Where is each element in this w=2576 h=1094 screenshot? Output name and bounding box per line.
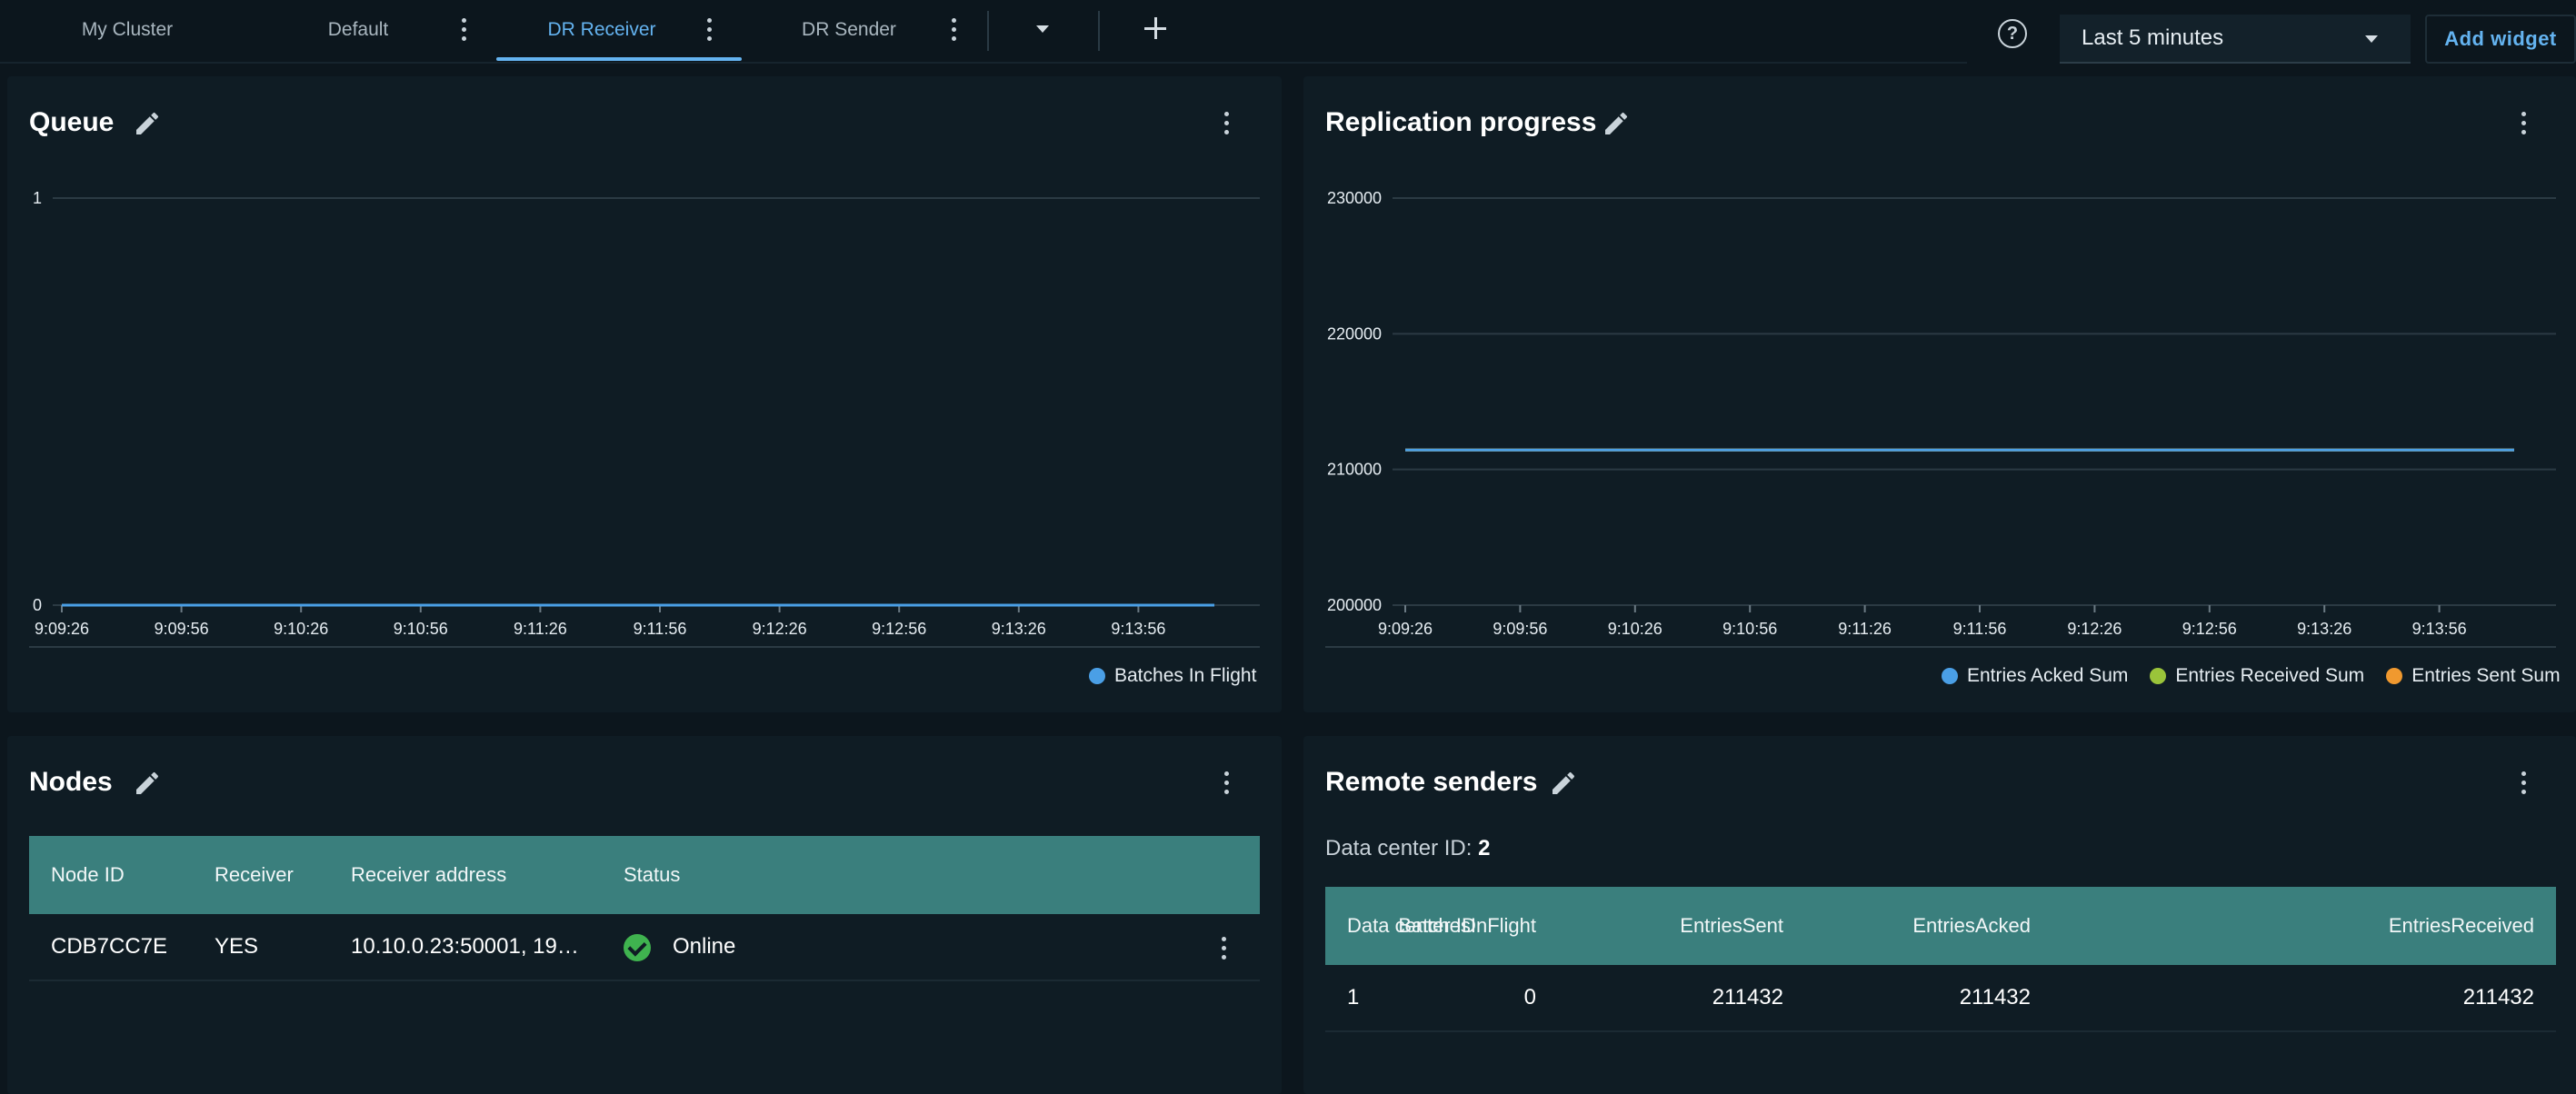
cell-entries-acked: 211432 bbox=[1959, 985, 2031, 1009]
legend-label-batches: Batches In Flight bbox=[1114, 665, 1257, 686]
tabs-overflow-dropdown-icon[interactable] bbox=[1036, 25, 1049, 33]
row-menu-icon[interactable] bbox=[1213, 932, 1234, 963]
chevron-down-icon bbox=[2365, 35, 2378, 43]
cell-data-center-id: 1 bbox=[1347, 985, 1360, 1009]
replication-title: Replication progress bbox=[1325, 107, 1597, 137]
time-range-value: Last 5 minutes bbox=[2082, 25, 2224, 50]
data-center-id-label: Data center ID: bbox=[1325, 836, 1473, 860]
legend-label-sent: Entries Sent Sum bbox=[2411, 665, 2561, 686]
replication-panel-menu-icon[interactable] bbox=[2512, 107, 2534, 138]
nodes-panel bbox=[7, 736, 1282, 1094]
legend-dot-received bbox=[2150, 668, 2167, 684]
cell-batches-in-flight: 0 bbox=[1523, 985, 1536, 1009]
tab-separator bbox=[987, 11, 989, 51]
col-entries-acked[interactable]: EntriesAcked bbox=[1912, 914, 2031, 937]
queue-panel bbox=[7, 76, 1282, 712]
col-receiver[interactable]: Receiver bbox=[215, 863, 294, 886]
cell-receiver: YES bbox=[215, 934, 259, 959]
col-node-id[interactable]: Node ID bbox=[51, 863, 125, 886]
top-bar: My Cluster Default DR Receiver DR Sender… bbox=[0, 0, 2576, 64]
queue-legend: Batches In Flight bbox=[1089, 665, 1256, 687]
nodes-panel-menu-icon[interactable] bbox=[1215, 767, 1237, 798]
edit-pencil-icon[interactable] bbox=[133, 109, 162, 138]
col-batches-in-flight[interactable]: BatchesInFlight bbox=[1398, 914, 1536, 937]
tab-default[interactable]: Default bbox=[327, 19, 389, 40]
remote-senders-title: Remote senders bbox=[1325, 767, 1538, 797]
nodes-title: Nodes bbox=[29, 767, 113, 797]
tab-dr-receiver[interactable]: DR Receiver bbox=[547, 19, 656, 40]
legend-item-acked: Entries Acked Sum bbox=[1942, 665, 2128, 687]
col-status[interactable]: Status bbox=[624, 863, 681, 886]
queue-panel-menu-icon[interactable] bbox=[1215, 107, 1237, 138]
cell-status: Online bbox=[673, 934, 736, 959]
table-row[interactable]: CDB7CC7E YES 10.10.0.23:50001, 19… Onlin… bbox=[29, 914, 1260, 981]
legend-dot-acked bbox=[1942, 668, 1958, 684]
active-tab-indicator bbox=[496, 57, 742, 61]
edit-pencil-icon[interactable] bbox=[1602, 109, 1631, 138]
time-range-select[interactable]: Last 5 minutes bbox=[2060, 15, 2411, 64]
legend-item-received: Entries Received Sum bbox=[2150, 665, 2364, 687]
data-center-id-value: 2 bbox=[1478, 836, 1491, 860]
tab-my-cluster[interactable]: My Cluster bbox=[81, 19, 174, 40]
cell-entries-sent: 211432 bbox=[1712, 985, 1783, 1009]
nodes-table-header: Node ID Receiver Receiver address Status bbox=[29, 836, 1260, 914]
col-entries-received[interactable]: EntriesReceived bbox=[2388, 914, 2534, 937]
remote-senders-table-header: Data center ID BatchesInFlight EntriesSe… bbox=[1325, 887, 2556, 965]
add-dashboard-plus-icon[interactable] bbox=[1143, 16, 1167, 40]
tab-dr-sender[interactable]: DR Sender bbox=[802, 19, 896, 40]
col-entries-sent[interactable]: EntriesSent bbox=[1680, 914, 1783, 937]
help-icon[interactable]: ? bbox=[1998, 19, 2027, 48]
cell-receiver-address: 10.10.0.23:50001, 19… bbox=[351, 934, 579, 959]
table-row[interactable]: 1 0 211432 211432 211432 bbox=[1325, 965, 2556, 1032]
legend-label-acked: Entries Acked Sum bbox=[1967, 665, 2129, 686]
data-center-id-line: Data center ID: 2 bbox=[1325, 836, 1490, 861]
tab-dr-sender-menu-icon[interactable] bbox=[943, 14, 964, 45]
edit-pencil-icon[interactable] bbox=[1549, 769, 1578, 798]
replication-panel bbox=[1303, 76, 2576, 712]
remote-senders-panel-menu-icon[interactable] bbox=[2512, 767, 2534, 798]
check-circle-icon bbox=[624, 934, 651, 961]
legend-dot-sent bbox=[2386, 668, 2403, 684]
cell-entries-received: 211432 bbox=[2462, 985, 2534, 1009]
edit-pencil-icon[interactable] bbox=[133, 769, 162, 798]
legend-item-sent: Entries Sent Sum bbox=[2386, 665, 2561, 687]
tab-default-menu-icon[interactable] bbox=[453, 14, 474, 45]
cell-node-id: CDB7CC7E bbox=[51, 934, 168, 959]
col-data-center-id[interactable]: Data center ID bbox=[1347, 914, 1476, 937]
col-receiver-address[interactable]: Receiver address bbox=[351, 863, 507, 886]
add-widget-button[interactable]: Add widget bbox=[2425, 15, 2576, 64]
top-bar-divider bbox=[0, 62, 1967, 64]
tab-dr-receiver-menu-icon[interactable] bbox=[698, 14, 720, 45]
replication-legend: Entries Acked Sum Entries Received Sum E… bbox=[1942, 665, 2561, 687]
tab-separator bbox=[1098, 11, 1100, 51]
legend-dot-batches bbox=[1089, 668, 1105, 684]
queue-title: Queue bbox=[29, 107, 115, 137]
legend-label-received: Entries Received Sum bbox=[2175, 665, 2365, 686]
